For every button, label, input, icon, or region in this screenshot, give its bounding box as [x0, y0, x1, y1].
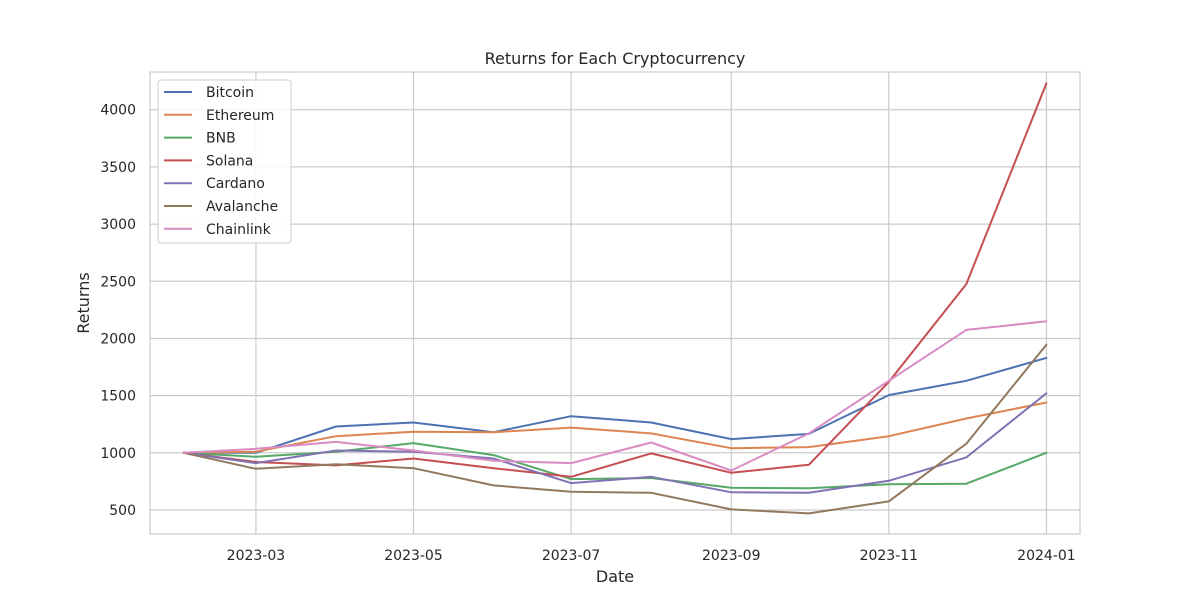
- legend-label: BNB: [206, 131, 236, 147]
- legend-label: Cardano: [206, 176, 265, 192]
- y-axis-label: Returns: [74, 272, 93, 333]
- y-tick-label: 2000: [100, 331, 136, 347]
- y-tick-label: 3000: [100, 217, 136, 233]
- chart-title: Returns for Each Cryptocurrency: [485, 49, 746, 68]
- x-tick-labels: 2023-03 2023-05 2023-07 2023-09 2023-11 2024-…: [227, 548, 1076, 564]
- x-tick-label: 2023-09: [702, 548, 761, 564]
- x-tick-label: 2023-05: [384, 548, 443, 564]
- x-tick-label: 2023-03: [227, 548, 286, 564]
- series-line-cardano: [182, 392, 1048, 494]
- y-tick-label: 1500: [100, 389, 136, 405]
- series-line-avalanche: [182, 343, 1048, 515]
- series-line-ethereum: [182, 401, 1048, 454]
- series-line-chainlink: [182, 320, 1048, 472]
- legend-label: Chainlink: [206, 222, 272, 238]
- y-tick-label: 3500: [100, 160, 136, 176]
- y-tick-label: 1000: [100, 446, 136, 462]
- series-line-bitcoin: [182, 356, 1048, 454]
- legend-box: [157, 79, 292, 244]
- legend-label: Avalanche: [206, 199, 278, 215]
- legend: Bitcoin Ethereum BNB Solana Cardano Avalanche…: [157, 79, 292, 244]
- legend-label: Bitcoin: [206, 85, 254, 101]
- legend-label: Ethereum: [206, 108, 274, 124]
- plot-frame: [149, 71, 1081, 535]
- x-tick-label: 2023-11: [860, 548, 919, 564]
- y-tick-label: 4000: [100, 103, 136, 119]
- x-axis-label: Date: [596, 567, 634, 586]
- series-group: [182, 82, 1048, 515]
- x-tick-label: 2023-07: [542, 548, 601, 564]
- legend-label: Solana: [206, 153, 253, 169]
- plot-background: [150, 72, 1080, 534]
- y-tick-label: 500: [109, 503, 136, 519]
- y-tick-label: 2500: [100, 274, 136, 290]
- legend-items: Bitcoin Ethereum BNB Solana Cardano Avalanche…: [164, 85, 278, 238]
- x-tick-label: 2024-01: [1017, 548, 1076, 564]
- y-tick-labels: 500 1000 1500 2000 2500 3000 3500 4000: [100, 103, 136, 519]
